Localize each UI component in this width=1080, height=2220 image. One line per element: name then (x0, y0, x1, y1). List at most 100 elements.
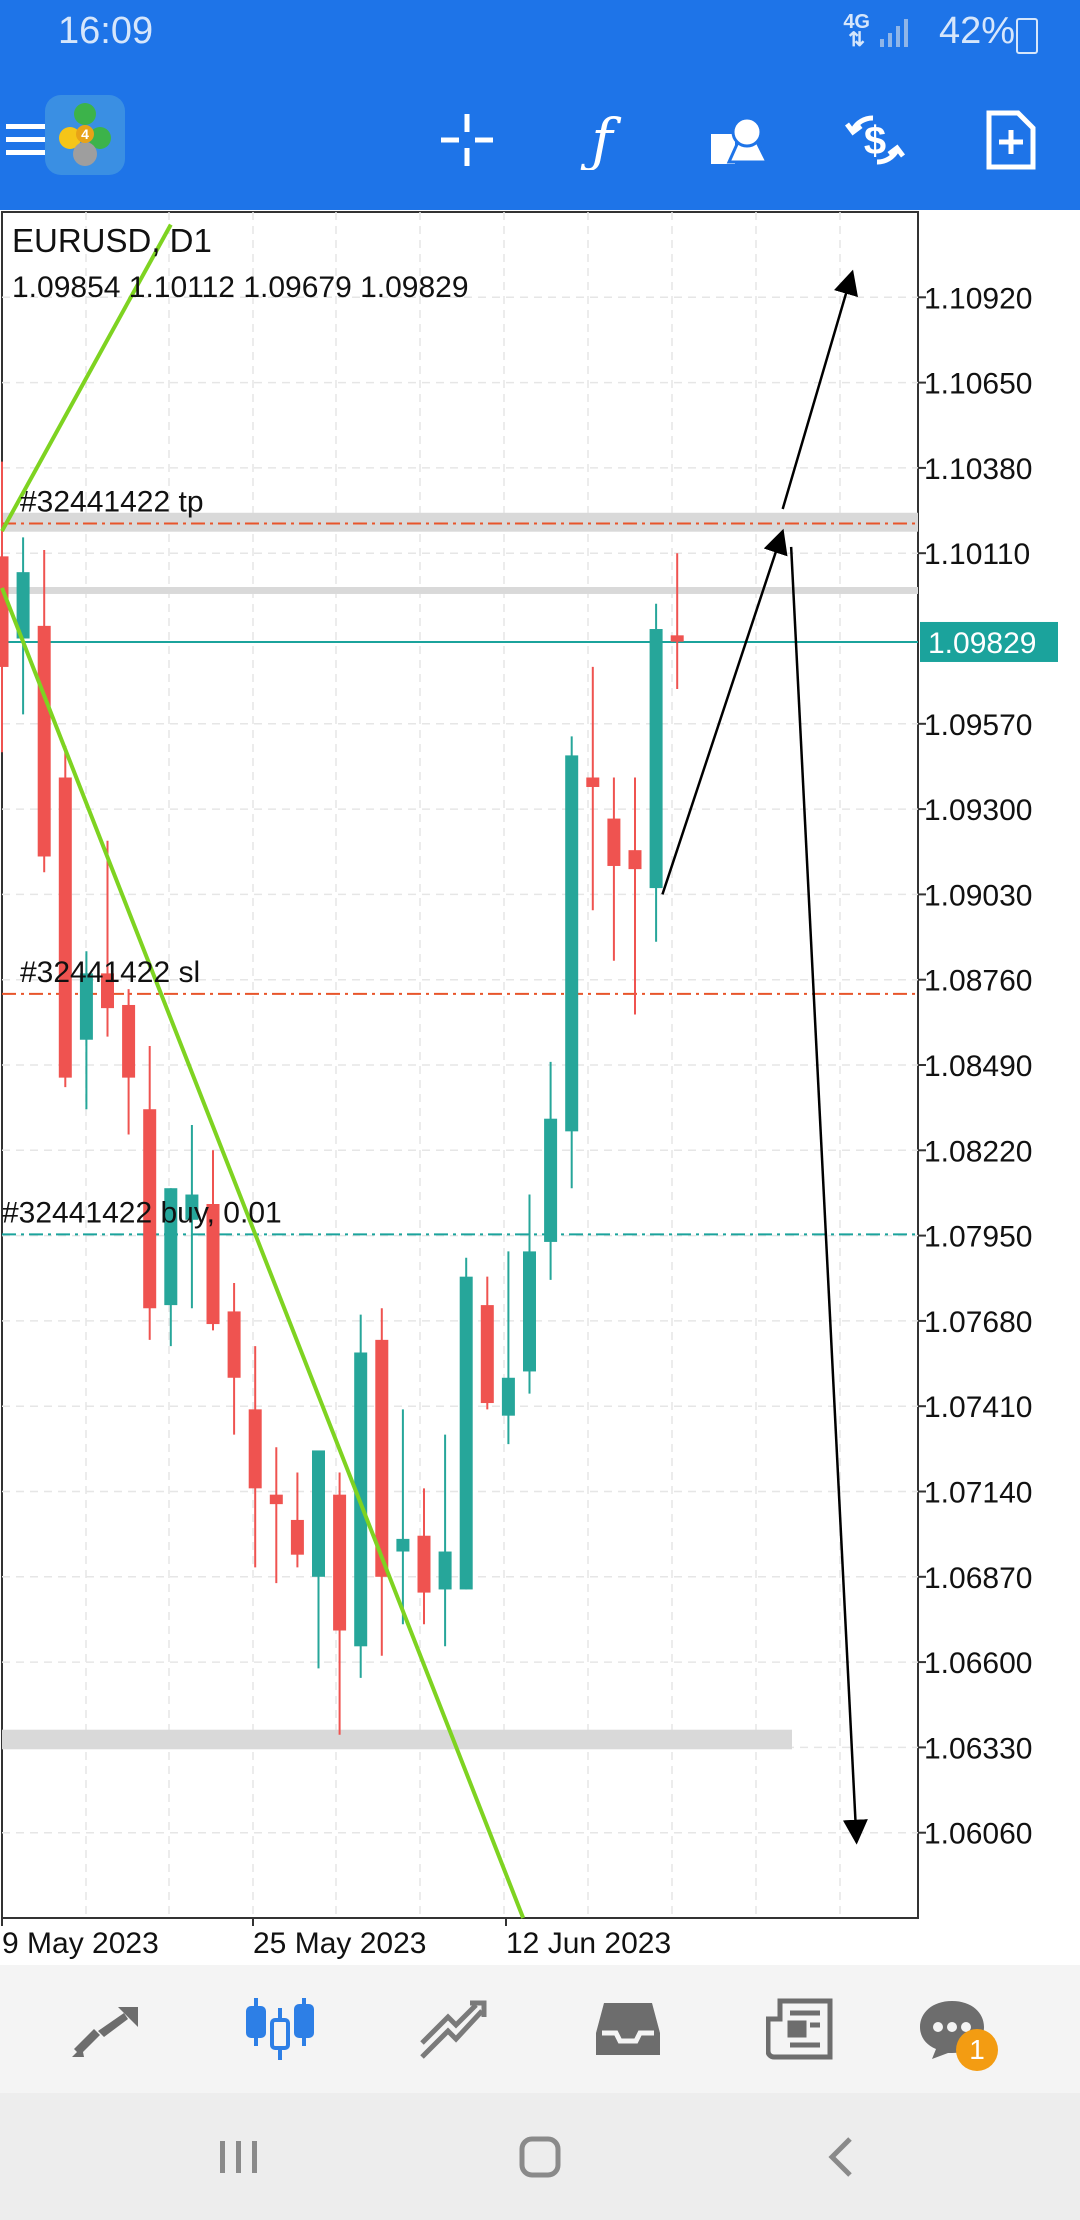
candle-body[interactable] (607, 818, 621, 866)
symbol-timeframe: EURUSD, D1 (12, 222, 212, 259)
candle-body[interactable] (143, 1109, 157, 1309)
recent-apps-icon[interactable] (208, 2127, 268, 2187)
arrow-annotation[interactable] (661, 528, 788, 895)
arrow-annotation[interactable] (781, 269, 858, 510)
candle-body[interactable] (544, 1118, 558, 1242)
price-axis-label: 1.08490 (924, 1050, 1032, 1083)
chart-icon[interactable] (240, 1989, 320, 2069)
price-axis-label: 1.06060 (924, 1818, 1032, 1851)
candle-body[interactable] (101, 973, 114, 1009)
candle-body[interactable] (670, 635, 684, 642)
price-axis-label: 1.07680 (924, 1306, 1032, 1339)
price-axis-label: 1.06600 (924, 1647, 1032, 1680)
quotes-icon[interactable] (66, 1989, 146, 2069)
status-bar: 16:09 4G ⇅ 42% (0, 0, 1080, 68)
candle-body[interactable] (79, 973, 93, 1040)
candle-body[interactable] (248, 1409, 262, 1489)
candle-body[interactable] (459, 1276, 473, 1590)
candle-body[interactable] (586, 777, 600, 787)
order-level-label: #32441422 sl (20, 956, 200, 989)
price-zone[interactable] (2, 512, 918, 532)
price-axis-label: 1.09030 (924, 879, 1032, 912)
svg-text:$: $ (864, 119, 886, 163)
candle-body[interactable] (649, 629, 663, 889)
price-axis-label: 1.08220 (924, 1135, 1032, 1168)
price-axis-label: 1.07410 (924, 1391, 1032, 1424)
candle-body[interactable] (0, 556, 9, 667)
candle-body[interactable] (375, 1339, 389, 1577)
date-axis-label: 9 May 2023 (2, 1927, 159, 1960)
history-icon[interactable] (588, 1989, 668, 2069)
trendline[interactable] (0, 587, 526, 1919)
price-axis-label: 1.07950 (924, 1221, 1032, 1254)
candle-body[interactable] (438, 1551, 452, 1590)
candle-body[interactable] (480, 1305, 494, 1404)
current-price-label: 1.09829 (928, 627, 1036, 660)
candle-body[interactable] (628, 850, 642, 870)
crosshair-icon[interactable] (431, 104, 503, 176)
bottom-navigation: 1 (0, 1965, 1080, 2093)
system-navigation (0, 2093, 1080, 2220)
app-toolbar: 4 ƒ $ (0, 68, 1080, 210)
price-axis-label: 1.06330 (924, 1732, 1032, 1765)
ohlc-values: 1.09854 1.10112 1.09679 1.09829 (12, 271, 469, 304)
candle-body[interactable] (122, 1004, 136, 1078)
order-level-label: #32441422 tp (20, 486, 204, 519)
candle-body[interactable] (396, 1538, 410, 1552)
candle-body[interactable] (333, 1494, 347, 1631)
price-axis-label: 1.10920 (924, 282, 1032, 315)
battery-percent: 42% (938, 10, 1015, 52)
price-axis-label: 1.09570 (924, 709, 1032, 742)
candle-body[interactable] (501, 1377, 515, 1416)
trade-tab-icon[interactable] (414, 1989, 494, 2069)
price-axis-label: 1.10380 (924, 453, 1032, 486)
arrow-annotation[interactable] (789, 546, 868, 1845)
price-axis-label: 1.10650 (924, 368, 1032, 401)
candle-body[interactable] (206, 1204, 220, 1325)
price-axis-label: 1.07140 (924, 1477, 1032, 1510)
candle-body[interactable] (164, 1188, 178, 1306)
candle-body[interactable] (58, 777, 72, 1078)
candle-body[interactable] (312, 1450, 325, 1577)
price-axis-label: 1.08760 (924, 965, 1032, 998)
candle-body[interactable] (523, 1251, 536, 1372)
candle-body[interactable] (185, 1194, 199, 1220)
order-level-label: #32441422 buy, 0.01 (2, 1196, 282, 1229)
candle-body[interactable] (565, 755, 579, 1132)
candle-body[interactable] (290, 1519, 304, 1555)
date-axis-label: 12 Jun 2023 (506, 1927, 671, 1960)
svg-text:ƒ: ƒ (580, 110, 622, 170)
current-price-tag (920, 621, 1058, 662)
date-axis-label: 25 May 2023 (253, 1927, 426, 1960)
metatrader-logo[interactable]: 4 (44, 94, 126, 176)
price-zone[interactable] (2, 1729, 792, 1750)
network-type: 4G ⇅ (843, 11, 870, 51)
news-icon[interactable] (760, 1989, 840, 2069)
back-icon[interactable] (812, 2127, 872, 2187)
candle-body[interactable] (227, 1311, 241, 1378)
menu-icon[interactable] (0, 104, 62, 176)
candle-body[interactable] (37, 625, 51, 857)
trendline[interactable] (0, 223, 173, 533)
candle-body[interactable] (417, 1535, 431, 1593)
messages-badge: 1 (956, 2029, 998, 2071)
plot-frame (1, 211, 919, 1919)
price-chart[interactable]: 1.10920 1.10650 1.10380 1.10110 1.09570 1.093… (0, 210, 1080, 1965)
add-order-icon[interactable] (975, 104, 1047, 176)
price-zone[interactable] (2, 587, 918, 594)
signal-icon (880, 19, 908, 47)
candle-body[interactable] (269, 1494, 283, 1505)
price-axis-label: 1.09300 (924, 794, 1032, 827)
objects-icon[interactable] (703, 104, 775, 176)
price-axis-label: 1.06870 (924, 1562, 1032, 1595)
candle-body[interactable] (16, 572, 30, 639)
svg-text:4: 4 (81, 126, 89, 142)
trade-icon[interactable]: $ (839, 104, 911, 176)
function-icon[interactable]: ƒ (566, 104, 638, 176)
chart-canvas[interactable]: 1.10920 1.10650 1.10380 1.10110 1.09570 1.093… (0, 210, 1080, 1965)
status-time: 16:09 (58, 10, 154, 52)
home-icon[interactable] (510, 2127, 570, 2187)
battery-icon (1016, 18, 1038, 54)
messages-icon[interactable]: 1 (912, 1989, 998, 2071)
price-axis-label: 1.10110 (924, 538, 1030, 571)
